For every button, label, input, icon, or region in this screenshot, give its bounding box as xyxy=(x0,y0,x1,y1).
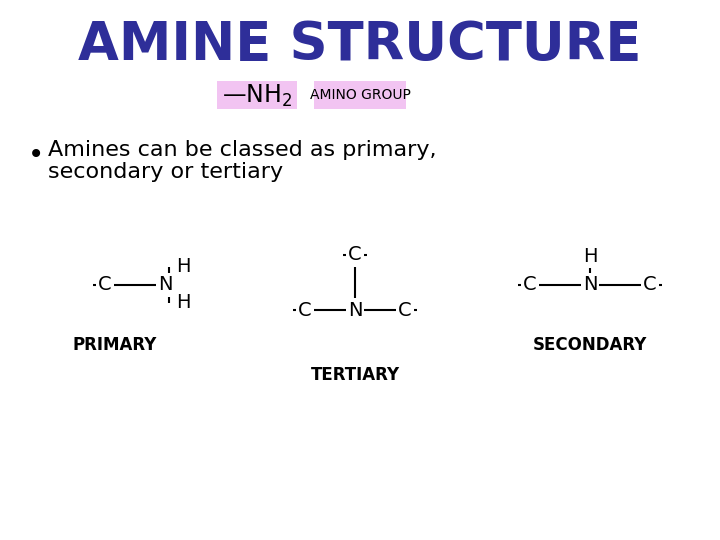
Text: N: N xyxy=(582,275,598,294)
Text: H: H xyxy=(176,294,190,313)
Text: AMINO GROUP: AMINO GROUP xyxy=(310,88,410,102)
Text: H: H xyxy=(176,258,190,276)
FancyBboxPatch shape xyxy=(314,81,406,109)
Text: N: N xyxy=(158,275,172,294)
Text: •: • xyxy=(28,141,44,169)
Text: TERTIARY: TERTIARY xyxy=(310,366,400,384)
Text: N: N xyxy=(348,300,362,320)
Text: C: C xyxy=(398,300,412,320)
Text: C: C xyxy=(98,275,112,294)
Text: $\mathdefault{—NH_2}$: $\mathdefault{—NH_2}$ xyxy=(222,83,292,109)
Text: C: C xyxy=(523,275,537,294)
Text: C: C xyxy=(298,300,312,320)
Text: H: H xyxy=(582,247,598,267)
Text: SECONDARY: SECONDARY xyxy=(533,336,647,354)
Text: PRIMARY: PRIMARY xyxy=(73,336,157,354)
Text: Amines can be classed as primary,: Amines can be classed as primary, xyxy=(48,140,436,160)
Text: AMINE STRUCTURE: AMINE STRUCTURE xyxy=(78,19,642,71)
Text: secondary or tertiary: secondary or tertiary xyxy=(48,162,283,182)
Text: C: C xyxy=(643,275,657,294)
Text: C: C xyxy=(348,246,362,265)
FancyBboxPatch shape xyxy=(217,81,297,109)
